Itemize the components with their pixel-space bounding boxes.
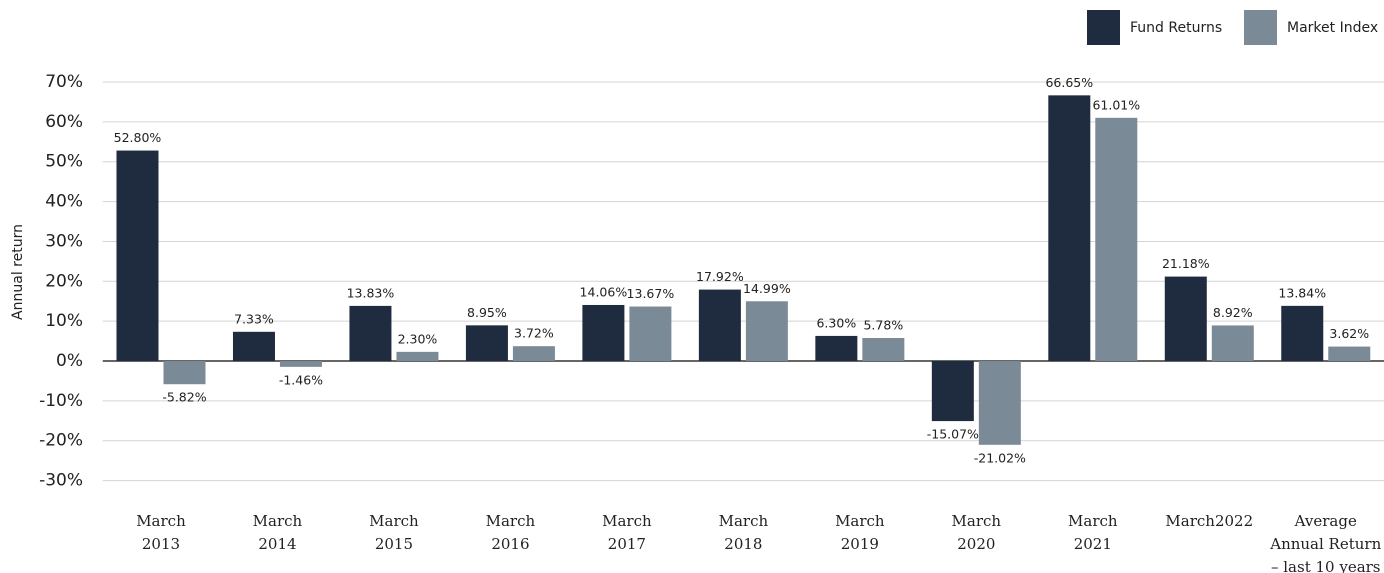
x-tick-label: March 2014 [252,512,303,553]
data-label: 8.95% [467,305,507,320]
bar [1095,117,1138,362]
data-label: 6.30% [816,315,856,330]
data-label: -1.46% [279,372,323,387]
bar [745,301,788,362]
data-label: -15.07% [927,427,979,442]
bar [1328,346,1371,362]
y-tick-label: 30% [45,231,83,251]
data-label: 3.72% [514,326,554,341]
legend-swatch [1244,10,1277,45]
bar [862,337,905,362]
x-tick-label: March 2017 [602,512,652,553]
y-tick-label: 40% [45,192,83,212]
bar [931,361,974,422]
y-tick-label: 60% [45,112,83,132]
bar [629,306,672,362]
data-label: 8.92% [1213,305,1253,320]
data-label: 13.67% [627,286,675,301]
data-label: 66.65% [1045,75,1093,90]
y-tick-label: -30% [39,471,83,491]
bar [163,361,206,385]
x-tick-label: March2022 [1165,512,1254,530]
bar [815,335,858,362]
bar [232,331,275,362]
bar [1211,325,1254,362]
bar [582,304,625,362]
data-label: 61.01% [1092,97,1140,112]
bar [349,305,392,362]
data-label: 52.80% [114,130,162,145]
y-tick-label: 50% [45,152,83,172]
y-tick-label: 0% [56,351,83,371]
data-label: -5.82% [162,390,206,405]
data-label: -21.02% [974,450,1026,465]
data-label: 13.84% [1278,285,1326,300]
data-label: 14.99% [743,281,791,296]
bar [116,150,159,362]
x-tick-label: March 2019 [835,512,885,553]
y-tick-label: 10% [45,311,83,331]
bar [1164,276,1207,362]
bar [512,346,555,362]
bar [279,361,322,367]
data-label: 5.78% [863,317,903,332]
data-label: 14.06% [580,284,628,299]
bar [465,325,508,362]
y-tick-label: 20% [45,271,83,291]
x-tick-label: March 2013 [136,512,186,553]
data-label: 2.30% [398,331,438,346]
data-label: 13.83% [347,285,395,300]
bar [396,351,439,362]
x-tick-label: March 2016 [485,512,536,553]
legend-label: Fund Returns [1130,20,1222,36]
x-tick-label: March 2015 [369,512,419,553]
bar [698,289,741,362]
x-tick-label: Average Annual Return – last 10 years [1270,512,1382,573]
data-label: 17.92% [696,269,744,284]
y-tick-label: -20% [39,431,83,451]
data-label: 7.33% [234,311,274,326]
data-label: 3.62% [1329,326,1369,341]
bar [978,361,1021,445]
bar [1281,305,1324,362]
y-tick-label: -10% [39,391,83,411]
x-tick-label: March 2020 [951,512,1002,553]
x-tick-label: March 2021 [1068,512,1118,553]
legend-swatch [1087,10,1120,45]
y-tick-label: 70% [45,72,83,92]
y-axis-label: Annual return [10,224,26,320]
bar [1048,95,1091,362]
legend-label: Market Index [1287,20,1378,36]
data-label: 21.18% [1162,256,1210,271]
x-tick-label: March 2018 [718,512,769,553]
